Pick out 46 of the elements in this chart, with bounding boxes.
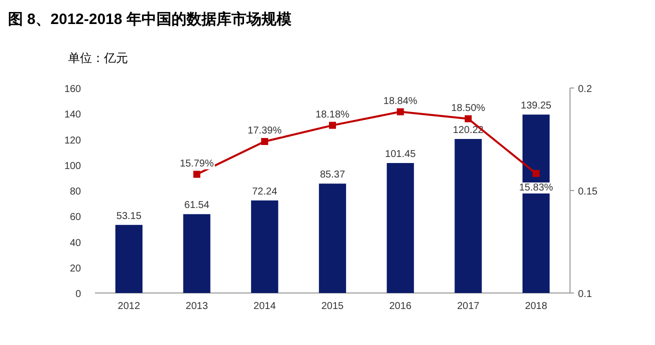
point (396, 108, 404, 116)
data-label: 61.54 (184, 200, 210, 212)
point (261, 138, 268, 146)
y-tick-label: 60 (70, 212, 82, 224)
data-label: 18.50% (451, 102, 486, 114)
data-label: 18.84% (383, 96, 418, 107)
y2-tick-label: 0.2 (578, 84, 592, 95)
y-tick-label: 160 (64, 84, 82, 95)
x-tick-label: 2015 (321, 301, 344, 312)
point (193, 170, 200, 178)
point (532, 170, 540, 177)
point (329, 122, 336, 129)
y-tick-label: 80 (70, 186, 82, 198)
x-tick-label: 2017 (457, 301, 480, 312)
bar (454, 138, 482, 293)
y2-tick-label: 0.15 (578, 186, 598, 198)
data-label: 72.24 (252, 186, 278, 198)
x-tick-label: 2014 (254, 301, 276, 312)
data-label: 101.45 (385, 149, 416, 160)
data-label: 15.79% (180, 158, 214, 170)
y-tick-label: 40 (70, 238, 82, 249)
y-tick-label: 120 (64, 135, 82, 146)
y-tick-label: 20 (70, 263, 82, 274)
x-tick-label: 2018 (524, 301, 548, 312)
data-label: 139.25 (520, 100, 552, 112)
x-tick-label: 2016 (389, 301, 412, 312)
point (464, 115, 472, 122)
bar (251, 200, 278, 293)
y-axis-title: 单位：亿元 (68, 51, 128, 65)
chart-title: 图 8、2012-2018 年中国的数据库市场规模 (8, 10, 292, 28)
data-label: 120.22 (452, 124, 484, 136)
data-label: 18.18% (316, 109, 350, 120)
y-tick-label: 100 (64, 160, 82, 172)
data-label: 15.83% (519, 182, 554, 194)
data-label: 53.15 (116, 210, 142, 222)
y-tick-label: 140 (64, 110, 82, 121)
x-tick-label: 2012 (118, 301, 140, 312)
y2-tick-label: 0.1 (578, 289, 592, 300)
data-label: 85.37 (320, 170, 346, 181)
bar (115, 224, 142, 293)
x-tick-label: 2013 (186, 301, 208, 312)
bar (318, 184, 346, 293)
bar (183, 214, 210, 293)
bar (386, 163, 414, 293)
y-tick-label: 0 (75, 289, 82, 300)
data-label: 17.39% (248, 126, 282, 137)
